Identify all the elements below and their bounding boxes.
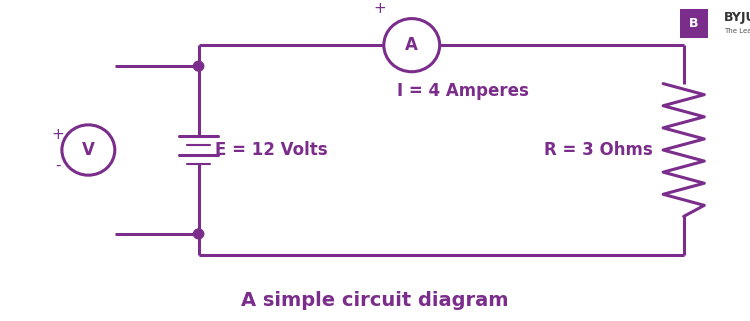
Text: A: A <box>405 36 418 54</box>
Text: BYJU'S: BYJU'S <box>724 11 750 24</box>
Circle shape <box>194 229 204 239</box>
Text: +: + <box>52 127 64 142</box>
Bar <box>680 9 708 38</box>
Circle shape <box>194 61 204 71</box>
Text: B: B <box>689 17 699 30</box>
Text: E = 12 Volts: E = 12 Volts <box>214 141 328 159</box>
Text: A simple circuit diagram: A simple circuit diagram <box>242 291 509 310</box>
Text: R = 3 Ohms: R = 3 Ohms <box>544 141 652 159</box>
Text: +: + <box>374 2 386 16</box>
Text: V: V <box>82 141 94 159</box>
Text: I = 4 Amperes: I = 4 Amperes <box>398 82 530 100</box>
Text: -: - <box>56 158 61 173</box>
Text: The Learning App: The Learning App <box>724 28 750 34</box>
